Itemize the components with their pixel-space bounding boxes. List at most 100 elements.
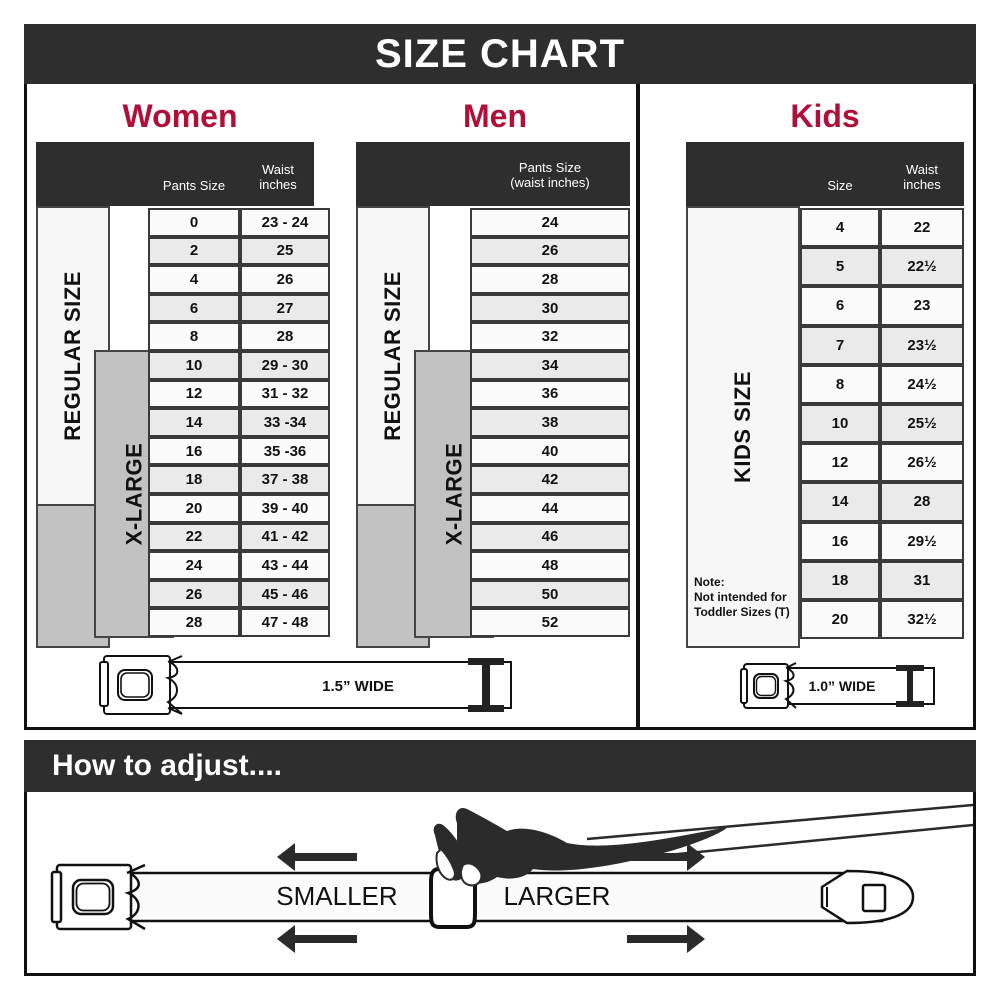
men-xlarge-size-text: X-LARGE bbox=[441, 442, 466, 546]
smaller-arrow-bottom bbox=[277, 925, 357, 953]
page-title: SIZE CHART bbox=[375, 32, 625, 76]
men-size-cell: 52 bbox=[470, 608, 630, 637]
kids-belt-diagram: 1.0” WIDE bbox=[740, 662, 935, 709]
kids-waist-cell: 29½ bbox=[880, 521, 964, 561]
women-waist-cell: 41 - 42 bbox=[240, 522, 330, 552]
women-size-cell: 6 bbox=[148, 293, 240, 323]
men-size-cell: 30 bbox=[470, 293, 630, 323]
larger-arrow-top bbox=[627, 843, 705, 871]
women-waist-cell: 33 -34 bbox=[240, 408, 330, 437]
women-waist-cell: 45 - 46 bbox=[240, 579, 330, 609]
kids-col-header-waist: Waist inches bbox=[903, 162, 941, 192]
kids-waist-cell: 22½ bbox=[880, 247, 964, 287]
how-to-adjust-label: How to adjust.... bbox=[52, 749, 282, 782]
men-size-cell: 32 bbox=[470, 322, 630, 351]
women-waist-cell: 37 - 38 bbox=[240, 465, 330, 494]
kids-waist-cell: 25½ bbox=[880, 404, 964, 444]
women-waist-cell: 25 bbox=[240, 236, 330, 266]
women-waist-cell: 27 bbox=[240, 293, 330, 323]
men-size-cell: 46 bbox=[470, 522, 630, 552]
kids-waist-cell: 23 bbox=[880, 286, 964, 326]
women-regular-size-text: REGULAR SIZE bbox=[60, 271, 86, 441]
kids-waist-cell: 32½ bbox=[880, 600, 964, 640]
women-waist-cell: 29 - 30 bbox=[240, 351, 330, 380]
women-size-cell: 0 bbox=[148, 208, 240, 237]
men-col-header: Pants Size (waist inches) bbox=[510, 160, 590, 190]
kids-size-text: KIDS SIZE bbox=[730, 370, 756, 484]
kids-size-cell: 8 bbox=[800, 364, 880, 404]
adult-belt-width-label: 1.5” WIDE bbox=[322, 678, 394, 695]
kids-size-cell: 7 bbox=[800, 325, 880, 365]
kids-size-cell: 16 bbox=[800, 521, 880, 561]
kids-size-cell: 12 bbox=[800, 443, 880, 483]
men-size-cell: 28 bbox=[470, 265, 630, 294]
women-waist-cell: 28 bbox=[240, 322, 330, 351]
kids-waist-cell: 26½ bbox=[880, 443, 964, 483]
women-waist-cell: 31 - 32 bbox=[240, 379, 330, 409]
women-size-cell: 20 bbox=[148, 494, 240, 523]
women-waist-cell: 43 - 44 bbox=[240, 551, 330, 580]
men-size-cell: 42 bbox=[470, 465, 630, 494]
kids-col-header-size: Size bbox=[827, 178, 853, 193]
men-size-cell: 34 bbox=[470, 351, 630, 380]
women-size-cell: 12 bbox=[148, 379, 240, 409]
women-size-cell: 22 bbox=[148, 522, 240, 552]
kids-waist-cell: 31 bbox=[880, 560, 964, 600]
adult-belt-diagram: 1.5” WIDE bbox=[99, 655, 512, 715]
men-regular-size-text: REGULAR SIZE bbox=[380, 271, 406, 441]
women-waist-cell: 47 - 48 bbox=[240, 608, 330, 637]
kids-size-cell: 5 bbox=[800, 247, 880, 287]
title-bar: SIZE CHART bbox=[24, 24, 976, 84]
men-section-heading: Men bbox=[463, 98, 527, 134]
how-to-adjust-bar: How to adjust.... bbox=[24, 740, 976, 792]
men-size-cell: 38 bbox=[470, 408, 630, 437]
men-size-cell: 26 bbox=[470, 236, 630, 266]
women-table-header-band bbox=[36, 142, 314, 206]
kids-waist-cell: 22 bbox=[880, 208, 964, 248]
women-size-cell: 4 bbox=[148, 265, 240, 294]
men-size-cell: 24 bbox=[470, 208, 630, 237]
kids-waist-cell: 28 bbox=[880, 482, 964, 522]
men-size-cell: 48 bbox=[470, 551, 630, 580]
kids-size-cell: 18 bbox=[800, 560, 880, 600]
women-size-cell: 24 bbox=[148, 551, 240, 580]
women-waist-cell: 23 - 24 bbox=[240, 208, 330, 237]
women-size-cell: 26 bbox=[148, 579, 240, 609]
women-xlarge-size-text: X-LARGE bbox=[121, 442, 146, 546]
kids-size-label: KIDS SIZE bbox=[686, 206, 800, 648]
kids-size-cell: 14 bbox=[800, 482, 880, 522]
larger-arrow-bottom bbox=[627, 925, 705, 953]
women-size-cell: 2 bbox=[148, 236, 240, 266]
kids-section-heading: Kids bbox=[790, 98, 860, 134]
kids-waist-cell: 23½ bbox=[880, 325, 964, 365]
smaller-label: SMALLER bbox=[276, 881, 397, 911]
women-waist-cell: 35 -36 bbox=[240, 436, 330, 466]
women-col-header-size: Pants Size bbox=[162, 178, 226, 193]
women-size-cell: 16 bbox=[148, 436, 240, 466]
men-size-cell: 36 bbox=[470, 379, 630, 409]
women-size-cell: 18 bbox=[148, 465, 240, 494]
kids-size-cell: 20 bbox=[800, 600, 880, 640]
belt-adjustment-diagram: SMALLER LARGER bbox=[50, 803, 973, 953]
women-section-heading: Women bbox=[122, 98, 238, 134]
kids-table-header-band bbox=[686, 142, 964, 206]
women-size-cell: 28 bbox=[148, 608, 240, 637]
kids-waist-cell: 24½ bbox=[880, 364, 964, 404]
men-size-cell: 44 bbox=[470, 494, 630, 523]
women-waist-cell: 26 bbox=[240, 265, 330, 294]
kids-size-cell: 6 bbox=[800, 286, 880, 326]
larger-label: LARGER bbox=[504, 881, 611, 911]
men-size-cell: 50 bbox=[470, 579, 630, 609]
kids-belt-width-label: 1.0” WIDE bbox=[809, 678, 876, 694]
women-size-cell: 8 bbox=[148, 322, 240, 351]
women-col-header-waist: Waist inches bbox=[259, 162, 297, 192]
kids-section-divider bbox=[636, 84, 640, 730]
men-table-header-band bbox=[356, 142, 630, 206]
women-size-cell: 10 bbox=[148, 351, 240, 380]
women-waist-cell: 39 - 40 bbox=[240, 494, 330, 523]
kids-note: Note: Not intended for Toddler Sizes (T) bbox=[694, 575, 790, 619]
kids-size-cell: 4 bbox=[800, 208, 880, 248]
smaller-arrow-top bbox=[277, 843, 357, 871]
women-size-cell: 14 bbox=[148, 408, 240, 437]
